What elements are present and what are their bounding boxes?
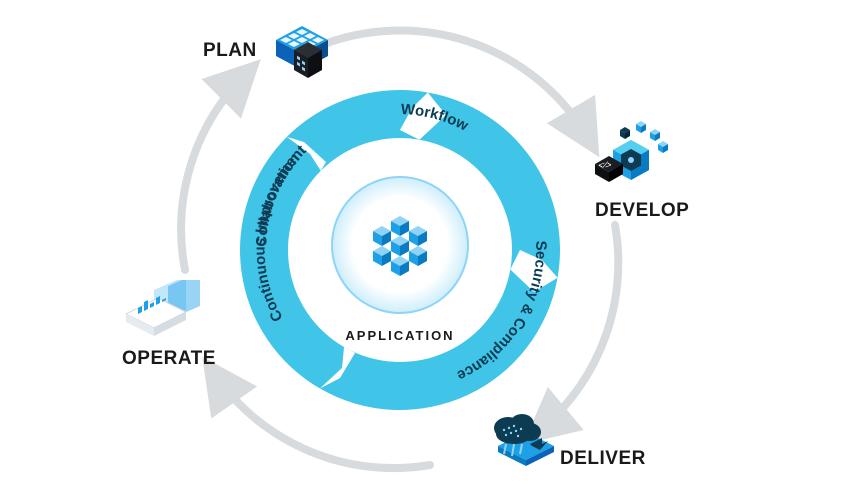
dashboard-chart-icon — [120, 280, 210, 352]
center-label: APPLICATION — [300, 328, 500, 343]
calendar-calculator-icon — [258, 22, 328, 82]
devops-cycle-diagram: Workflow Security & Compliance Continuou… — [0, 0, 847, 502]
center-medallion — [0, 0, 847, 502]
stage-label-operate: OPERATE — [122, 348, 216, 370]
stage-label-deliver: DELIVER — [560, 448, 646, 470]
stage-label-develop: DEVELOP — [595, 200, 689, 222]
cloud-deploy-icon — [468, 400, 558, 470]
stage-label-plan: PLAN — [203, 40, 257, 62]
code-blocks-icon: </> — [585, 120, 677, 200]
